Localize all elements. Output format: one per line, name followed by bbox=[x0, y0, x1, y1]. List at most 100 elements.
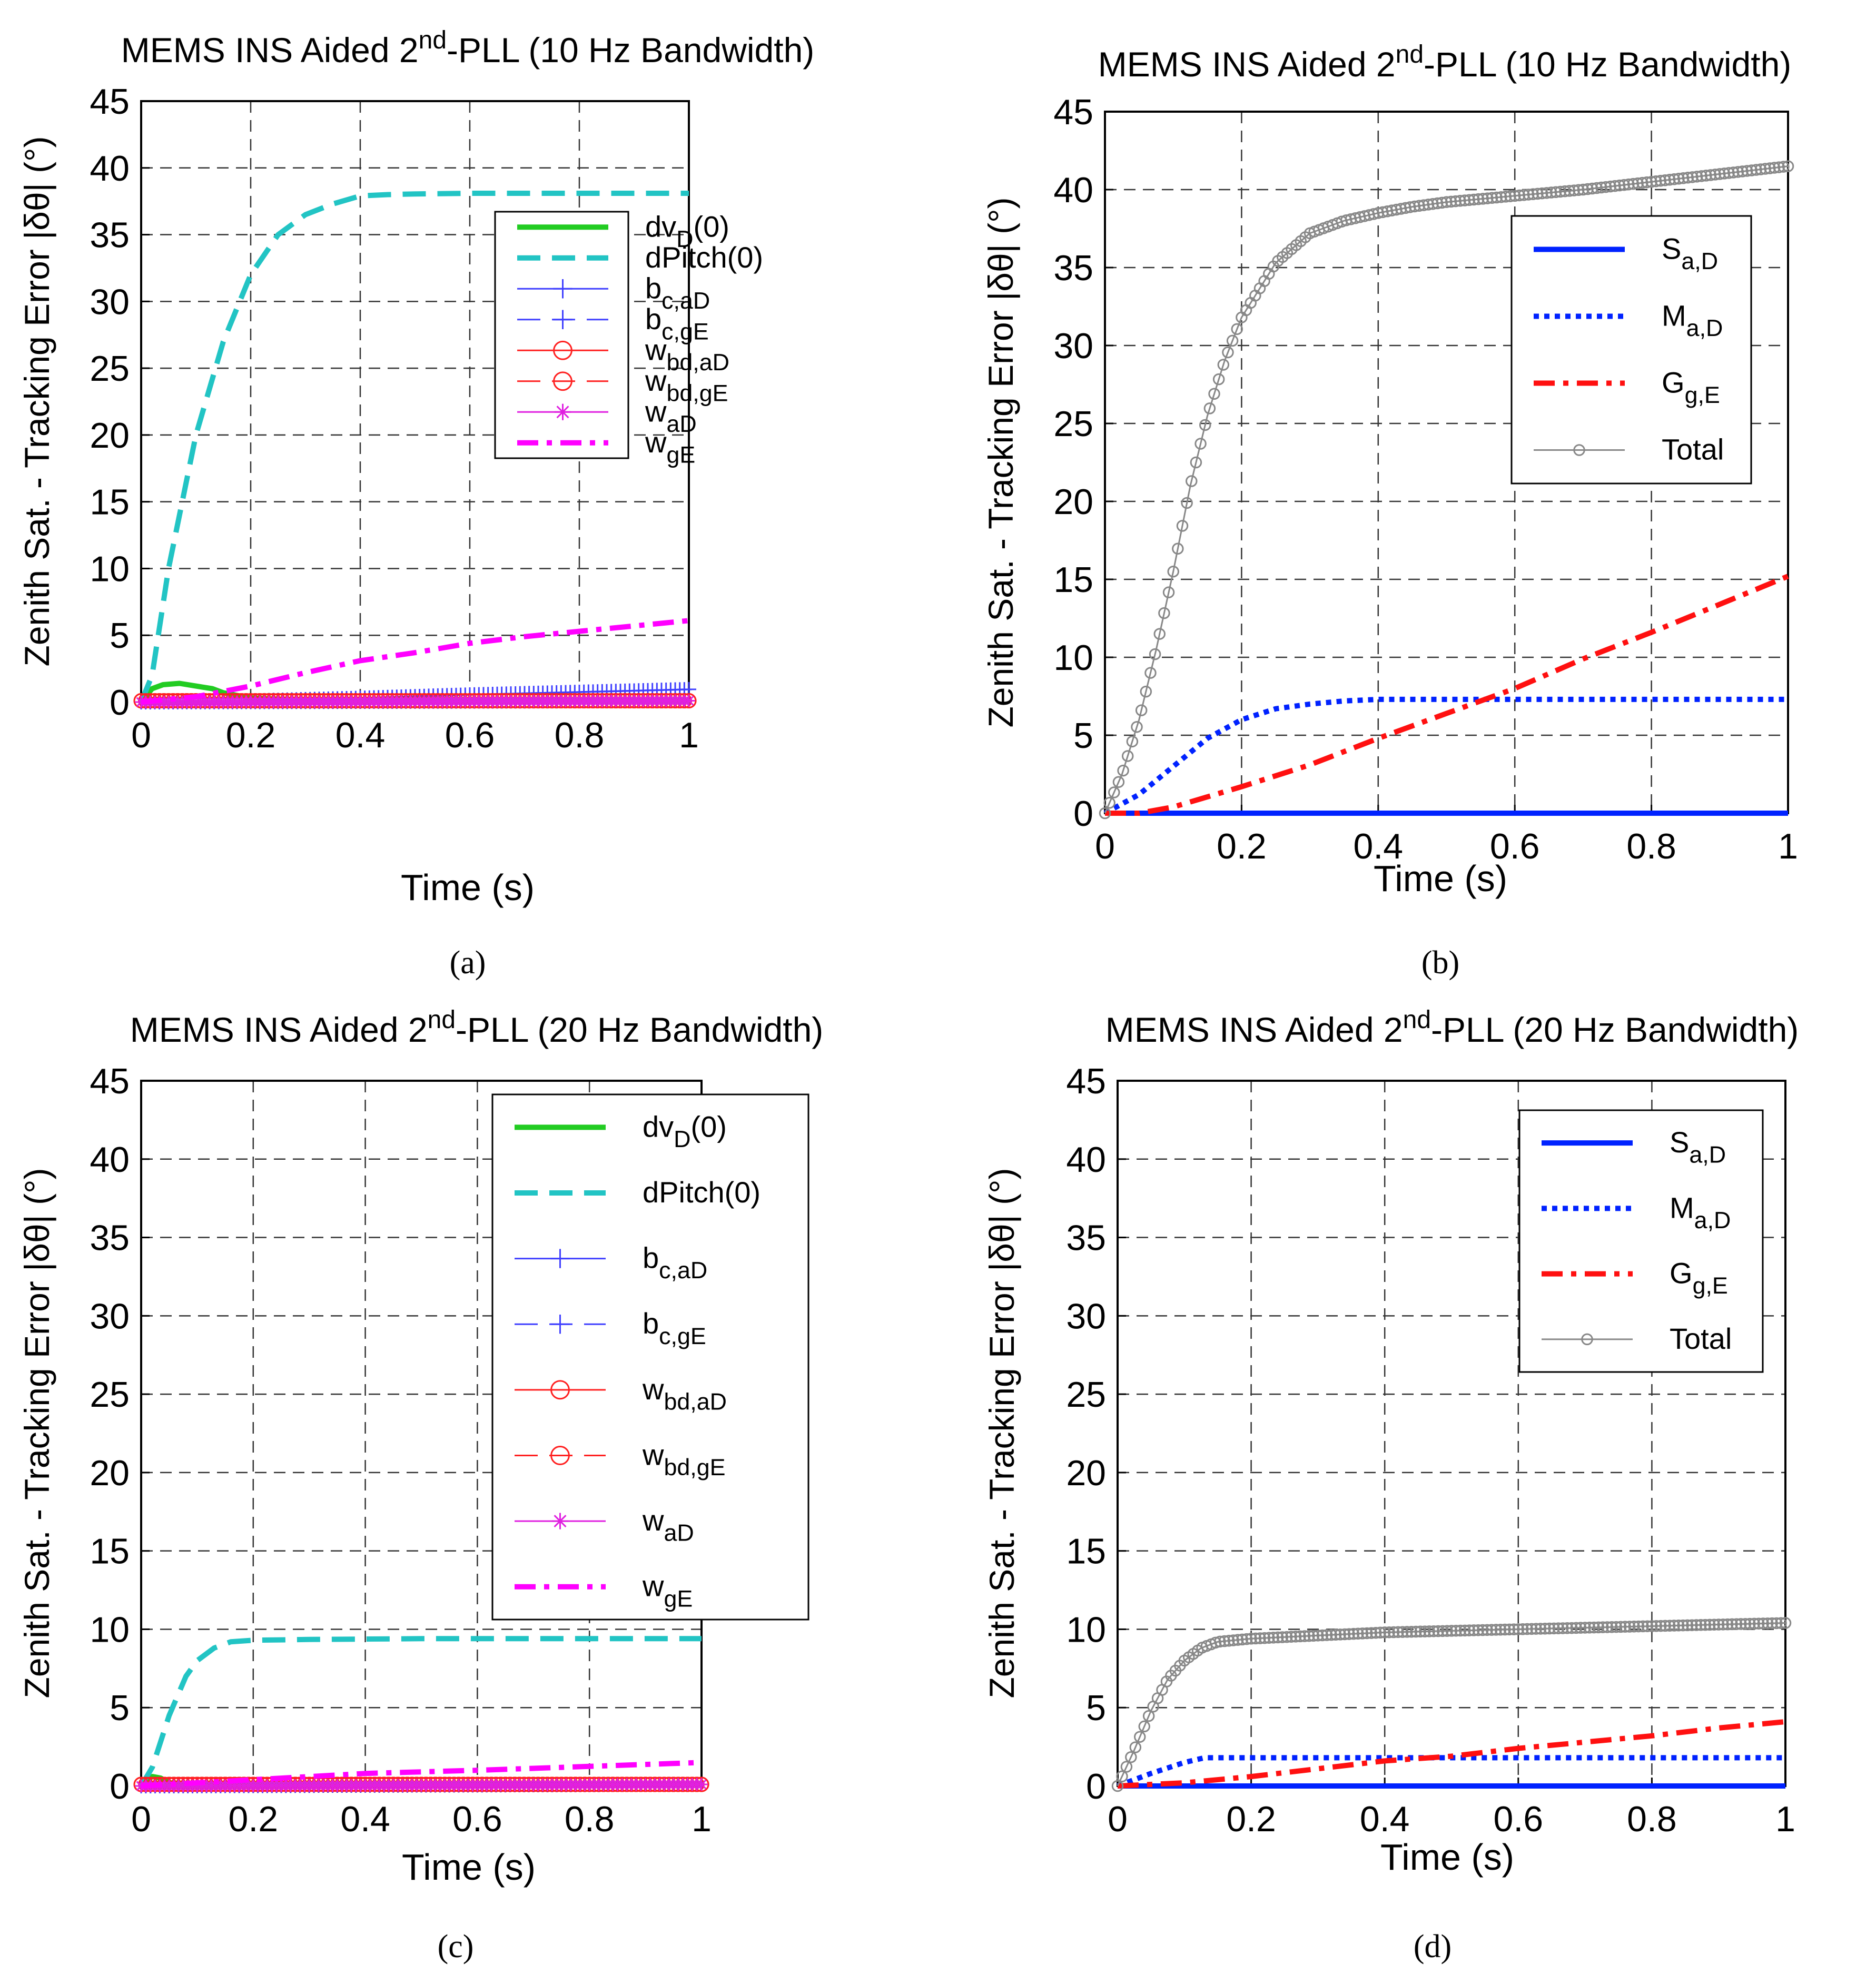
series-marker-Total bbox=[1427, 198, 1439, 210]
x-tick-label: 0.4 bbox=[1360, 1799, 1410, 1839]
legend-label: bc,gE bbox=[643, 1307, 706, 1349]
series-marker-Total bbox=[1263, 1632, 1275, 1644]
series-marker-Total bbox=[1695, 1619, 1707, 1631]
series-marker-Total bbox=[1495, 191, 1507, 203]
series-marker-Total bbox=[1209, 1636, 1222, 1649]
series-marker-Total bbox=[1231, 323, 1243, 335]
x-tick-label: 0 bbox=[1095, 826, 1115, 866]
series-marker-Total bbox=[1227, 1634, 1240, 1646]
series-marker-Total bbox=[1463, 194, 1475, 206]
series-marker-Total bbox=[1534, 1623, 1547, 1635]
series-marker-Total bbox=[1199, 419, 1211, 431]
series-marker-Total bbox=[1298, 1630, 1311, 1642]
series-marker-Total bbox=[1522, 189, 1535, 201]
legend-label: waD bbox=[645, 394, 697, 437]
legend-box bbox=[494, 211, 629, 459]
series-marker-Total bbox=[1486, 192, 1498, 204]
series-marker-Total bbox=[1245, 1633, 1257, 1645]
series-marker-Total bbox=[1717, 1618, 1729, 1631]
series-marker-Total bbox=[1690, 1619, 1703, 1631]
x-tick-label: 0.6 bbox=[1494, 1799, 1544, 1839]
y-tick-label: 25 bbox=[1066, 1375, 1106, 1415]
series-marker-Total bbox=[1149, 648, 1161, 660]
series-marker-Total bbox=[1422, 199, 1435, 211]
series-marker-Total bbox=[1162, 586, 1175, 598]
series-marker-Total bbox=[1775, 1617, 1787, 1629]
y-tick-label: 35 bbox=[90, 1218, 130, 1258]
series-marker-Total bbox=[1343, 1628, 1355, 1640]
series-marker-Total bbox=[1167, 565, 1179, 578]
series-marker-Total bbox=[1312, 1630, 1324, 1642]
series-layer bbox=[1099, 160, 1794, 820]
legend-label: bc,aD bbox=[643, 1241, 707, 1284]
legend-marker bbox=[1581, 1333, 1593, 1346]
series-marker-Total bbox=[1142, 1710, 1155, 1722]
series-marker-Total bbox=[1120, 1761, 1133, 1773]
legend-label: Gg,E bbox=[1670, 1257, 1728, 1299]
legend: dvD(0)dPitch(0)bc,aDbc,gEwbd,aDwbd,gEwaD… bbox=[494, 210, 763, 468]
series-marker-Total bbox=[1641, 1620, 1654, 1632]
series-marker-Total bbox=[1579, 1622, 1591, 1634]
series-marker-Total bbox=[1757, 1617, 1769, 1630]
series-marker-Total bbox=[1436, 196, 1448, 209]
series-marker-Total bbox=[1623, 178, 1635, 191]
series-marker-Total bbox=[1203, 402, 1216, 414]
series-marker-Total bbox=[1321, 1629, 1333, 1641]
series-marker-Total bbox=[1628, 1621, 1640, 1633]
series-marker-Total bbox=[1125, 1751, 1137, 1763]
series-marker-Total bbox=[1582, 183, 1594, 195]
legend-label: bc,aD bbox=[645, 271, 710, 314]
series-marker-Total bbox=[1718, 167, 1731, 180]
series-marker-Total bbox=[1559, 185, 1571, 198]
chart-title: MEMS INS Aided 2nd-PLL (10 Hz Bandwidth) bbox=[1098, 41, 1792, 84]
series-marker-Total bbox=[1525, 1623, 1538, 1635]
series-marker-Total bbox=[1226, 334, 1239, 347]
y-tick-label: 30 bbox=[1066, 1296, 1106, 1336]
series-marker-Total bbox=[1513, 189, 1526, 202]
series-marker-Total bbox=[1536, 187, 1548, 200]
series-marker-Total bbox=[1704, 169, 1717, 181]
series-marker-Total bbox=[1613, 179, 1626, 192]
legend-label: Ma,D bbox=[1670, 1191, 1731, 1233]
series-marker-Total bbox=[1432, 1625, 1444, 1637]
chart-panel-3: MEMS INS Aided 2nd-PLL (20 Hz Bandwidth)… bbox=[17, 1006, 823, 1965]
legend-box bbox=[1510, 215, 1752, 485]
series-marker-Total bbox=[1568, 184, 1580, 196]
series-marker-Total bbox=[1597, 1621, 1609, 1633]
series-marker-Total bbox=[1468, 1624, 1480, 1636]
series-marker-Total bbox=[1545, 186, 1557, 199]
y-tick-label: 40 bbox=[90, 149, 130, 189]
series-marker-Total bbox=[1778, 161, 1790, 173]
series-marker-Total bbox=[1521, 1623, 1533, 1635]
series-marker-Total bbox=[1745, 164, 1758, 176]
y-tick-label: 15 bbox=[1053, 560, 1093, 600]
series-marker-Total bbox=[1303, 1630, 1315, 1642]
legend-label: wbd,gE bbox=[645, 364, 728, 407]
y-tick-label: 15 bbox=[1066, 1532, 1106, 1572]
y-tick-label: 0 bbox=[1086, 1766, 1106, 1807]
legend-box bbox=[1518, 1109, 1764, 1373]
series-marker-Total bbox=[1383, 1626, 1395, 1639]
series-marker-Total bbox=[1445, 1625, 1458, 1637]
y-tick-label: 15 bbox=[90, 482, 130, 522]
series-marker-Total bbox=[1208, 388, 1220, 400]
legend-label: Gg,E bbox=[1662, 366, 1720, 409]
panel-caption: (a) bbox=[450, 945, 486, 981]
series-marker-Total bbox=[1445, 195, 1457, 208]
series-marker-Total bbox=[1410, 1625, 1422, 1638]
series-marker-Total bbox=[1588, 1621, 1600, 1634]
legend-marker bbox=[553, 371, 572, 391]
series-marker-Total bbox=[1736, 165, 1749, 177]
series-marker-Total bbox=[1548, 1622, 1560, 1635]
series-marker-Total bbox=[1112, 776, 1125, 788]
y-tick-label: 45 bbox=[1053, 92, 1093, 132]
series-marker-Total bbox=[1712, 1618, 1725, 1631]
series-marker-Total bbox=[1704, 1618, 1716, 1631]
series-line-Total bbox=[1117, 1622, 1786, 1787]
series-marker-Total bbox=[1518, 189, 1530, 201]
series-marker-Total bbox=[1595, 181, 1607, 194]
series-marker-Total bbox=[1365, 1627, 1378, 1639]
panel-caption: (c) bbox=[438, 1929, 474, 1965]
legend-label: bc,gE bbox=[645, 302, 709, 345]
series-marker-Total bbox=[1377, 206, 1389, 219]
